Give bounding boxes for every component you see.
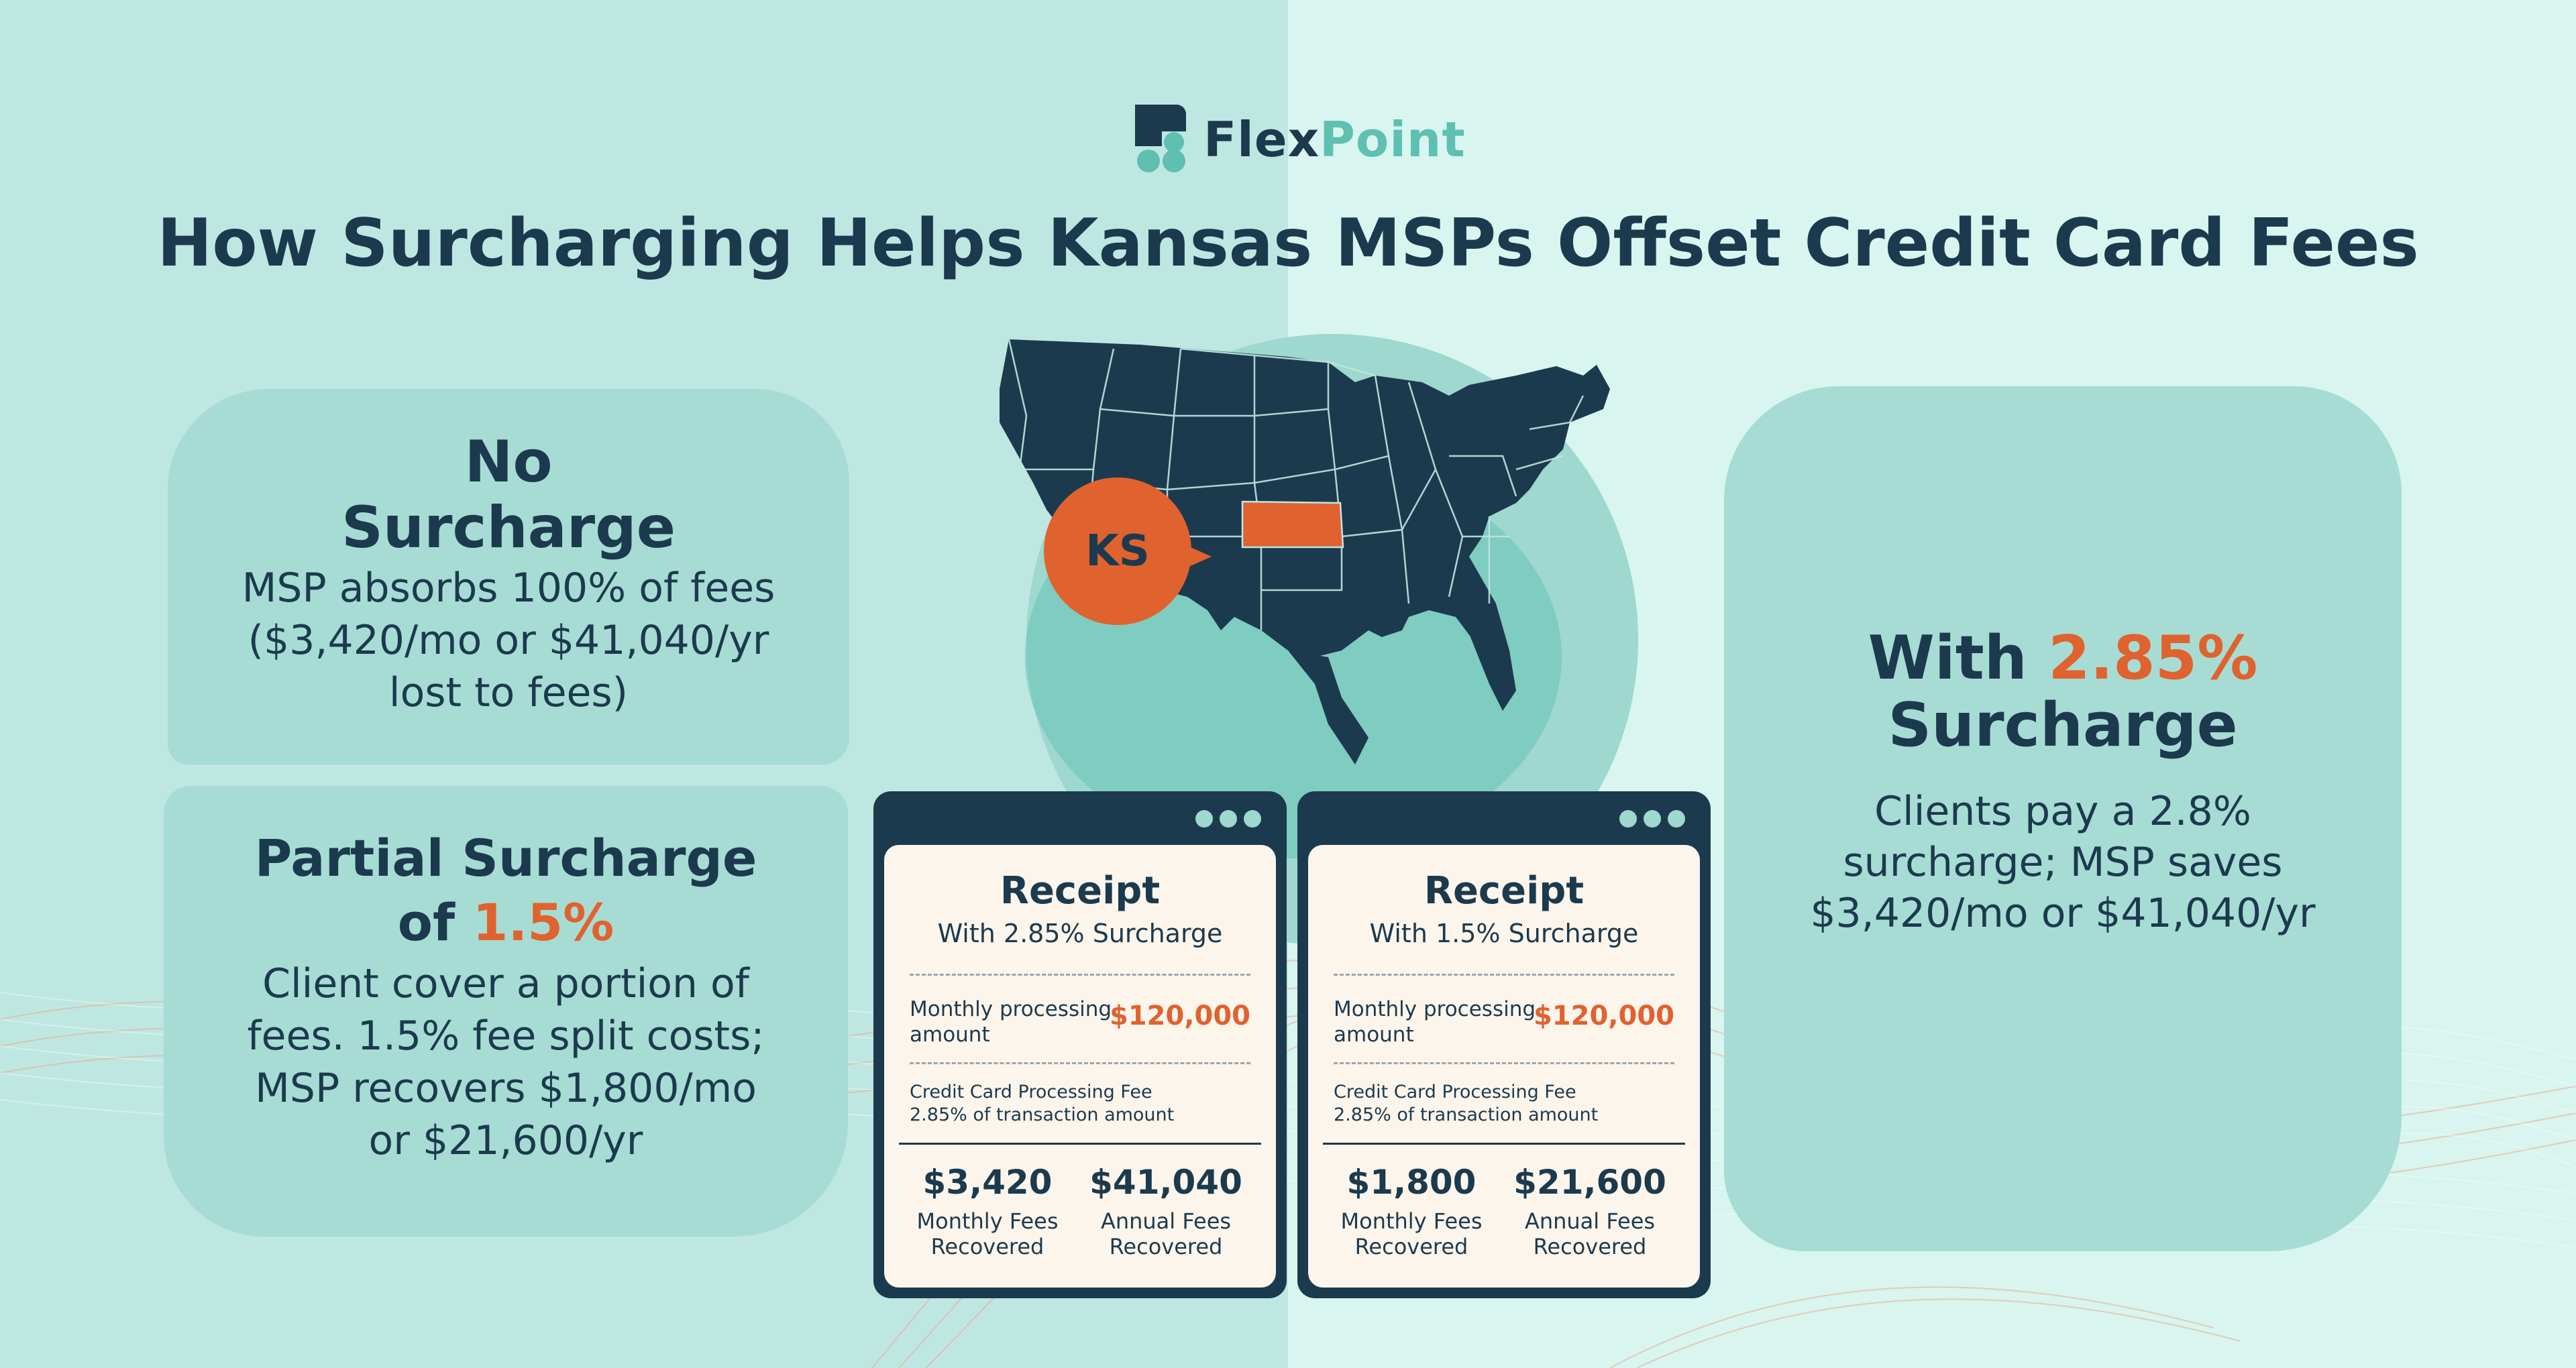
- with-surcharge-panel: With 2.85% Surcharge Clients pay a 2.8% …: [1724, 386, 2402, 1251]
- window-dots-icon: [1195, 810, 1261, 828]
- monthly-processing-label-line2: amount: [910, 1023, 990, 1047]
- flexpoint-logo-icon: [1135, 105, 1186, 174]
- annual-fees-value: $41,040: [1089, 1163, 1242, 1202]
- partial-surcharge-body-line1: Client cover a portion of: [262, 960, 749, 1007]
- processing-fee-label: Credit Card Processing Fee 2.85% of tran…: [910, 1081, 1258, 1127]
- partial-surcharge-heading-line2: of 1.5%: [164, 891, 848, 955]
- partial-surcharge-body-line4: or $21,600/yr: [368, 1117, 643, 1164]
- monthly-fees-stat: $3,420 Monthly Fees Recovered: [900, 1163, 1075, 1259]
- kansas-bubble-pointer: [1187, 546, 1212, 567]
- annual-fees-label-line2: Recovered: [1109, 1234, 1223, 1259]
- annual-fees-label-line2: Recovered: [1533, 1234, 1647, 1259]
- no-surcharge-heading-line1: No: [464, 429, 553, 496]
- monthly-processing-label: Monthly processing amount: [910, 996, 1118, 1047]
- receipt-subtitle: With 1.5% Surcharge: [1369, 919, 1639, 948]
- receipt-divider: [910, 1062, 1250, 1064]
- no-surcharge-heading-line2: Surcharge: [341, 494, 676, 561]
- kansas-label: KS: [1085, 526, 1150, 576]
- monthly-processing-label-line1: Monthly processing: [910, 997, 1112, 1021]
- partial-surcharge-heading-line1: Partial Surcharge: [254, 828, 757, 888]
- with-surcharge-body-line2: surcharge; MSP saves: [1843, 839, 2283, 886]
- window-dots-icon: [1619, 810, 1685, 828]
- us-map-texas-south: [1288, 650, 1368, 764]
- brand-logo: FlexPoint: [1135, 105, 1466, 174]
- kansas-state: [1241, 500, 1344, 549]
- monthly-fees-label-line1: Monthly Fees: [916, 1208, 1059, 1234]
- monthly-fees-stat: $1,800 Monthly Fees Recovered: [1324, 1163, 1499, 1259]
- annual-fees-label: Annual Fees Recovered: [1079, 1208, 1253, 1259]
- brand-name-point: Point: [1320, 111, 1466, 168]
- receipt-card-15: Receipt With 1.5% Surcharge Monthly proc…: [1297, 791, 1711, 1298]
- with-surcharge-heading-prefix: With: [1868, 623, 2049, 693]
- monthly-fees-label-line2: Recovered: [930, 1234, 1044, 1259]
- no-surcharge-panel: No Surcharge MSP absorbs 100% of fees ($…: [168, 389, 849, 764]
- receipt-divider: [910, 974, 1250, 976]
- processing-fee-label-line2: 2.85% of transaction amount: [1334, 1104, 1599, 1125]
- no-surcharge-body-line1: MSP absorbs 100% of fees: [241, 565, 775, 612]
- monthly-fees-label-line1: Monthly Fees: [1340, 1208, 1483, 1234]
- annual-fees-stat: $21,600 Annual Fees Recovered: [1503, 1163, 1677, 1259]
- partial-surcharge-body-line2: fees. 1.5% fee split costs;: [247, 1013, 765, 1060]
- receipt-title: Receipt: [1000, 869, 1161, 913]
- partial-surcharge-body-line3: MSP recovers $1,800/mo: [255, 1065, 757, 1112]
- with-surcharge-body-line1: Clients pay a 2.8%: [1874, 788, 2251, 835]
- receipt-title: Receipt: [1424, 869, 1585, 913]
- monthly-processing-value: $120,000: [1109, 1001, 1250, 1031]
- us-map: [1000, 339, 1610, 764]
- processing-fee-label: Credit Card Processing Fee 2.85% of tran…: [1334, 1081, 1682, 1127]
- with-surcharge-heading-line2: Surcharge: [1888, 690, 2238, 760]
- processing-fee-label-line2: 2.85% of transaction amount: [910, 1104, 1175, 1125]
- monthly-fees-label: Monthly Fees Recovered: [900, 1208, 1075, 1259]
- receipt-card-285: Receipt With 2.85% Surcharge Monthly pro…: [873, 791, 1287, 1298]
- receipt-divider: [1334, 974, 1674, 976]
- receipt-paper: Receipt With 1.5% Surcharge Monthly proc…: [1308, 845, 1700, 1288]
- no-surcharge-body-line2: ($3,420/mo or $41,040/yr: [248, 617, 769, 664]
- no-surcharge-body-line3: lost to fees): [388, 669, 629, 716]
- monthly-fees-label: Monthly Fees Recovered: [1324, 1208, 1499, 1259]
- processing-fee-label-line1: Credit Card Processing Fee: [1334, 1082, 1576, 1102]
- monthly-fees-value: $3,420: [922, 1163, 1053, 1202]
- partial-surcharge-rate: 1.5%: [472, 893, 614, 952]
- with-surcharge-body-line3: $3,420/mo or $41,040/yr: [1810, 890, 2316, 937]
- annual-fees-label-line1: Annual Fees: [1100, 1208, 1232, 1234]
- receipt-subtitle: With 2.85% Surcharge: [937, 919, 1223, 948]
- receipt-total-divider: [1323, 1143, 1685, 1145]
- brand-name-flex: Flex: [1203, 111, 1320, 168]
- with-surcharge-rate: 2.85%: [2048, 623, 2258, 693]
- monthly-fees-value: $1,800: [1346, 1163, 1477, 1202]
- monthly-processing-label-line2: amount: [1334, 1023, 1414, 1047]
- receipt-paper: Receipt With 2.85% Surcharge Monthly pro…: [884, 845, 1276, 1288]
- partial-surcharge-panel: Partial Surcharge of 1.5% Client cover a…: [164, 786, 848, 1237]
- annual-fees-label: Annual Fees Recovered: [1503, 1208, 1677, 1259]
- page-title: How Surcharging Helps Kansas MSPs Offset…: [157, 205, 2419, 282]
- receipt-total-divider: [899, 1143, 1261, 1145]
- monthly-processing-label: Monthly processing amount: [1334, 996, 1542, 1047]
- us-map-state-borders: [1008, 339, 1585, 630]
- monthly-processing-label-line1: Monthly processing: [1334, 997, 1536, 1021]
- annual-fees-stat: $41,040 Annual Fees Recovered: [1079, 1163, 1253, 1259]
- processing-fee-label-line1: Credit Card Processing Fee: [910, 1082, 1152, 1102]
- annual-fees-label-line1: Annual Fees: [1524, 1208, 1656, 1234]
- annual-fees-value: $21,600: [1513, 1163, 1666, 1202]
- kansas-label-bubble: KS: [1044, 477, 1191, 625]
- receipt-divider: [1334, 1062, 1674, 1064]
- with-surcharge-heading-line1: With 2.85%: [1724, 625, 2402, 692]
- monthly-processing-value: $120,000: [1533, 1001, 1674, 1031]
- brand-name: FlexPoint: [1203, 111, 1466, 168]
- monthly-fees-label-line2: Recovered: [1354, 1234, 1468, 1259]
- us-map-florida: [1462, 610, 1516, 711]
- partial-surcharge-heading-prefix: of: [397, 893, 473, 952]
